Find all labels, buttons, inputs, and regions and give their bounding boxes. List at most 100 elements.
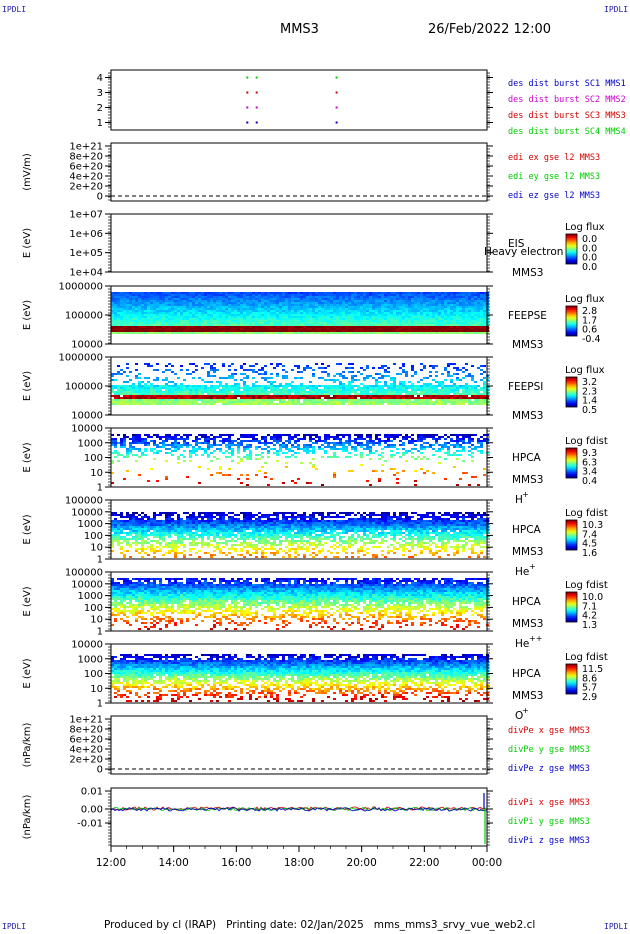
colorbar-tick-label: 0.0 — [582, 262, 597, 273]
species-label: He — [515, 566, 529, 578]
burst-marker — [255, 76, 258, 79]
y-tick-label: 0 — [97, 765, 103, 776]
y-axis-label: E (eV) — [22, 228, 33, 258]
time-axis: 12:00 14:00 16:00 18:00 20:00 22:00 00:00 — [96, 846, 502, 869]
colorbar-tick-label: 0.4 — [582, 476, 597, 487]
y-tick-label: 100 — [84, 603, 103, 614]
x-tick-label: 14:00 — [159, 857, 189, 869]
legend-entry: des dist burst SC3 MMS3 — [508, 111, 626, 121]
footer-text: Produced by cl (IRAP) Printing date: 02/… — [104, 919, 536, 931]
colorbar-tick-label: 0.0 — [582, 243, 597, 254]
y-tick-label: 10000 — [71, 424, 103, 435]
species-label: He — [515, 638, 529, 650]
burst-marker — [335, 106, 338, 109]
y-tick-label: 1 — [97, 627, 103, 638]
y-tick-label: 4e+20 — [69, 745, 103, 756]
y-axis-label: (mV/m) — [22, 153, 33, 191]
instrument-label: HPCA — [512, 452, 542, 464]
colorbar-tick-label: 1.6 — [582, 548, 597, 559]
y-axis-label: E (eV) — [22, 514, 33, 544]
colorbar — [565, 447, 578, 479]
hpca_h-spectrogram — [111, 434, 489, 486]
instrument-label: HPCA — [512, 668, 542, 680]
y-tick-label: 2e+20 — [69, 755, 103, 766]
colorbar-tick-label: 4.5 — [582, 539, 597, 550]
panel-burst: 1 2 3 4 des dist burst SC1 MMS1 des dist burs… — [97, 69, 626, 137]
corner-label-top-right: IPDLI — [604, 5, 629, 14]
legend-entry: des dist burst SC1 MMS1 — [508, 79, 626, 89]
y-tick-label: 10000 — [71, 579, 103, 590]
instrument-label: HPCA — [512, 596, 542, 608]
colorbar-tick-label: 3.4 — [582, 467, 597, 478]
spacecraft-label: MMS3 — [512, 474, 543, 486]
burst-marker — [335, 91, 338, 94]
species-label: O — [515, 710, 523, 722]
y-tick-label: 4 — [97, 73, 103, 84]
legend-entry: edi ex gse l2 MMS3 — [508, 153, 600, 163]
panel-frame — [110, 213, 488, 273]
page-date: 26/Feb/2022 12:00 — [428, 22, 551, 37]
feepse-spectrogram — [111, 292, 489, 334]
panel-feepsi: 10000 100000 1000000 E (eV) FEEPSI MMS3 Log fl… — [22, 353, 605, 423]
panel-divpi: -0.01 0.00 0.01 (nPa/km) divPi x gse MMS3 div… — [22, 787, 590, 847]
y-tick-label: 1e+21 — [69, 142, 103, 153]
y-tick-label: 100000 — [65, 382, 103, 393]
legend-entry: divPi y gse MMS3 — [508, 817, 590, 827]
legend-entry: divPi x gse MMS3 — [508, 798, 590, 808]
instrument-label: FEEPSI — [508, 381, 543, 393]
x-tick-label: 22:00 — [409, 857, 439, 869]
colorbar-title: Log fdist — [565, 508, 608, 519]
colorbar — [565, 376, 578, 408]
species-charge: + — [522, 706, 529, 715]
legend-entry: des dist burst SC4 MMS4 — [508, 127, 626, 137]
panel-frame — [110, 499, 488, 560]
x-tick-label: 18:00 — [284, 857, 314, 869]
colorbar-tick-label: 0.0 — [582, 253, 597, 264]
legend-entry: divPe x gse MMS3 — [508, 726, 590, 736]
y-tick-label: 1 — [97, 483, 103, 494]
burst-marker — [246, 76, 249, 79]
x-tick-label: 20:00 — [347, 857, 377, 869]
colorbar-tick-label: 2.9 — [582, 692, 597, 703]
panel-frame — [110, 571, 488, 632]
y-tick-label: 10000 — [71, 507, 103, 518]
y-tick-label: 10 — [90, 468, 103, 479]
burst-marker — [246, 121, 249, 124]
spacecraft-label: MMS3 — [512, 339, 543, 351]
y-tick-label: 1e+21 — [69, 715, 103, 726]
colorbar-tick-label: 1.7 — [582, 315, 597, 326]
y-tick-label: 1000000 — [58, 282, 103, 293]
feepsi-spectrogram — [111, 363, 489, 405]
spacecraft-label: MMS3 — [512, 546, 543, 558]
y-tick-label: 1 — [97, 118, 103, 129]
y-tick-label: 0.00 — [81, 805, 103, 816]
x-tick-label: 00:00 — [472, 857, 502, 869]
instrument-label: HPCA — [512, 524, 542, 536]
y-tick-label: 10 — [90, 543, 103, 554]
legend-entry: divPe z gse MMS3 — [508, 764, 590, 774]
colorbar-tick-label: 10.0 — [582, 592, 603, 603]
colorbar — [565, 305, 578, 337]
y-tick-label: 1e+05 — [69, 248, 103, 259]
panel-hpca_h: 1 10 100 1000 10000 E (eV) HPCA MMS3 H + Log fdist… — [22, 424, 608, 507]
y-tick-label: 8e+20 — [69, 725, 103, 736]
legend-entry: des dist burst SC2 MMS2 — [508, 95, 626, 105]
colorbar-title: Log fdist — [565, 652, 608, 663]
panel-frame — [110, 715, 488, 775]
colorbar-tick-label: 7.4 — [582, 529, 597, 540]
y-axis-label: E (eV) — [22, 586, 33, 616]
burst-marker — [255, 121, 258, 124]
colorbar-tick-label: 9.3 — [582, 448, 597, 459]
species-charge: + — [522, 490, 529, 499]
instrument-label: EIS — [508, 238, 525, 250]
colorbar-tick-label: 0.5 — [582, 405, 597, 416]
hpca_o-spectrogram — [111, 654, 489, 702]
colorbar — [565, 233, 578, 265]
y-axis-label: E (eV) — [22, 658, 33, 688]
divpi-series-line — [110, 807, 488, 812]
instrument-label: FEEPSE — [508, 310, 547, 322]
